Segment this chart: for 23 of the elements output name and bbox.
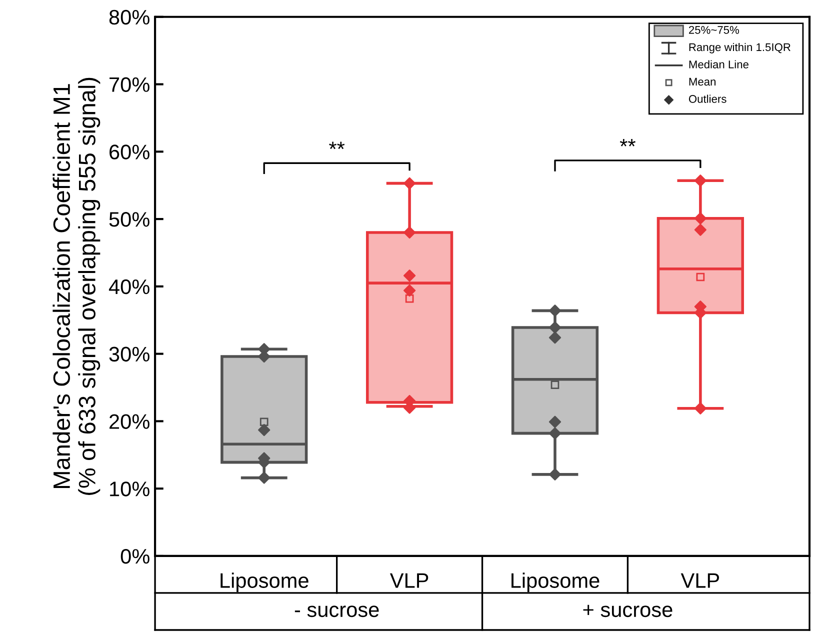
y-tick-label: 30% xyxy=(109,346,150,362)
y-tick-label: 60% xyxy=(110,144,150,160)
y-tick-label: 0% xyxy=(120,548,150,564)
annotation: Median Line xyxy=(689,60,748,68)
annotation: Outliers xyxy=(688,94,726,103)
annotation: Mean xyxy=(689,78,716,86)
annotation: Range within 1.5IQR xyxy=(689,42,790,54)
x-tick-label: Liposome xyxy=(512,572,600,592)
y-tick-label: 40% xyxy=(108,279,150,294)
annotation: ** xyxy=(329,142,345,150)
annotation: ** xyxy=(620,139,636,146)
annotation: 25%~75% xyxy=(688,26,739,34)
y-tick-label: 80% xyxy=(109,10,150,25)
y-tick-label: 70% xyxy=(110,77,150,92)
x-tick-label: VLP xyxy=(390,573,428,588)
x-tick-label: Liposome xyxy=(220,572,308,592)
x-tick-label: VLP xyxy=(680,573,720,588)
y-tick-label: 20% xyxy=(110,414,150,429)
text: + sucrose xyxy=(583,604,672,618)
y-tick-label: 10% xyxy=(110,482,150,496)
y-axis-title: Mander's Colocalization Coefficient M1 (% of 633 signal overlapping 555 signal) xyxy=(52,78,100,495)
y-tick-label: 50% xyxy=(109,212,150,227)
text: - sucrose xyxy=(294,606,379,618)
